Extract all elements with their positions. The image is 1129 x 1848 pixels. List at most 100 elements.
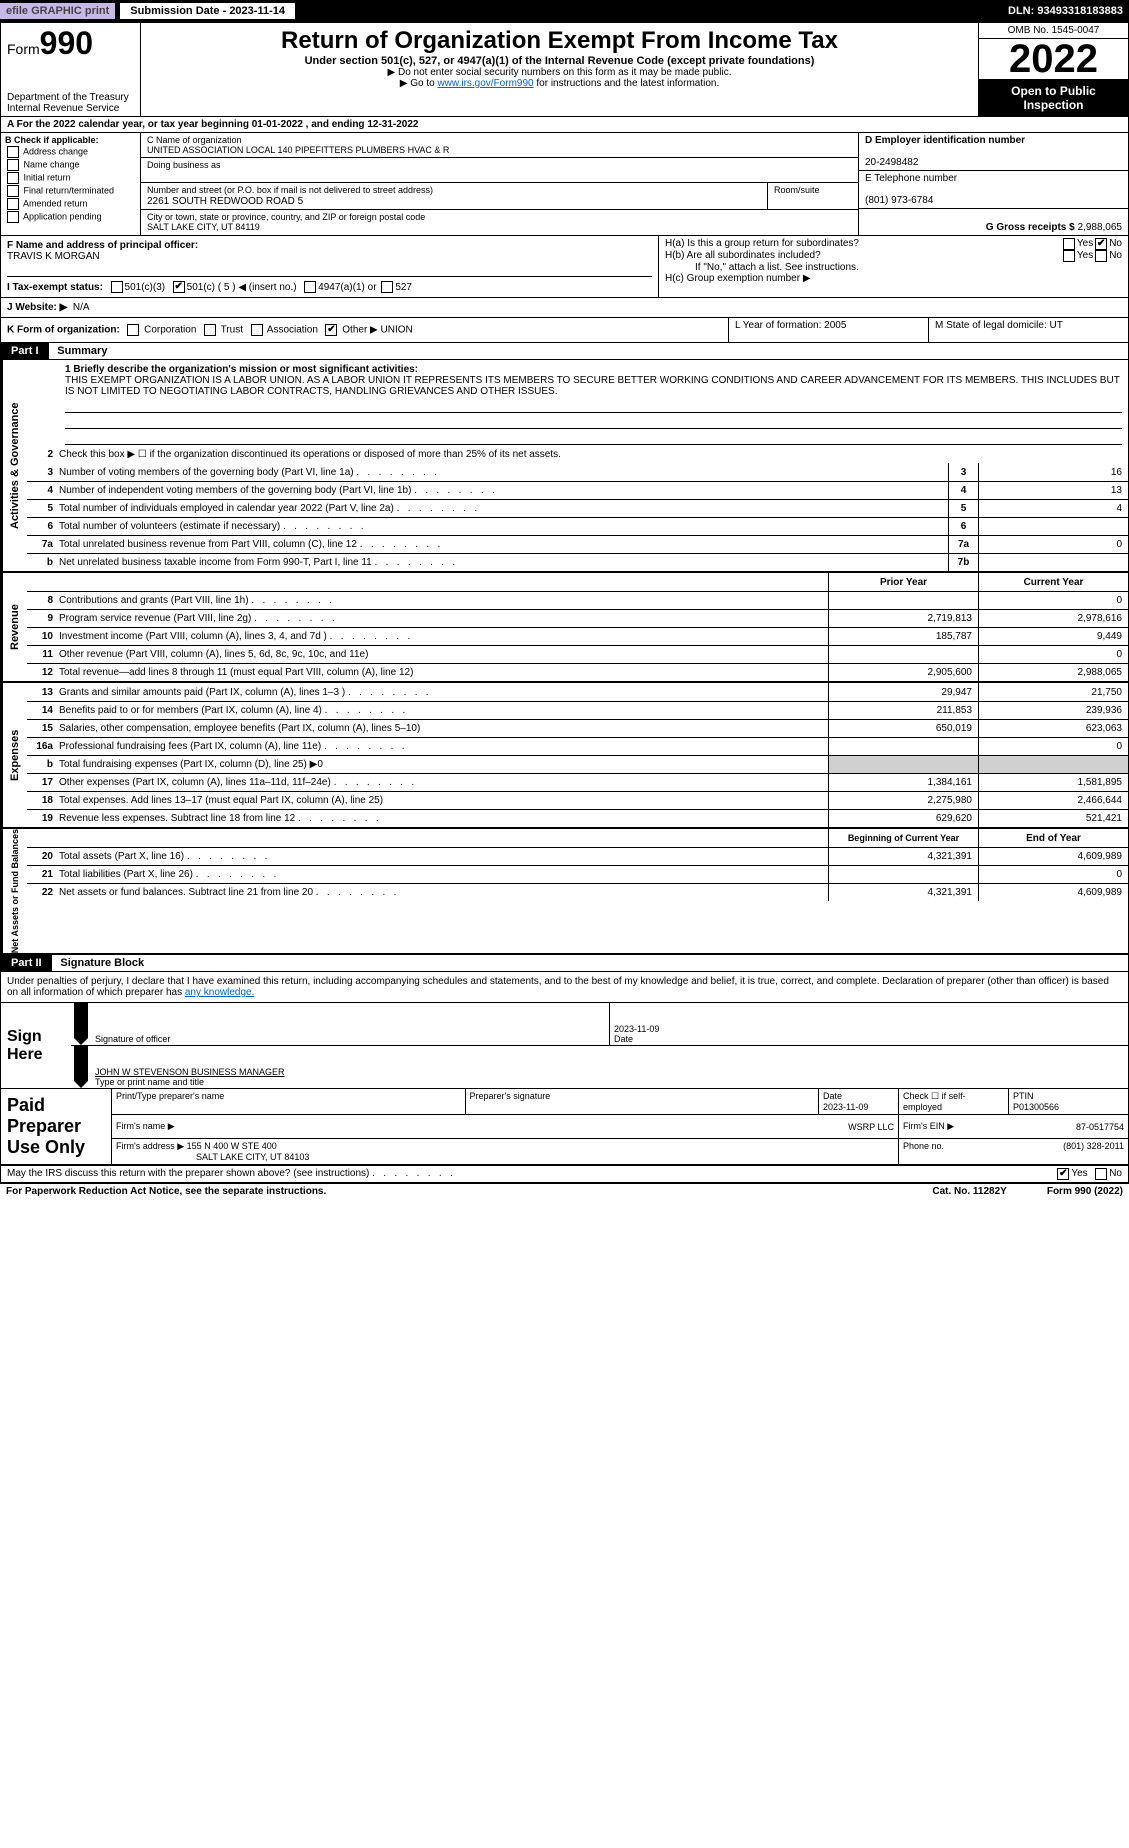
l12-desc: Total revenue—add lines 8 through 11 (mu… xyxy=(59,666,828,679)
opt-name: Name change xyxy=(24,159,80,169)
check-address[interactable]: Address change xyxy=(5,146,136,158)
opt-initial: Initial return xyxy=(24,172,71,182)
check-amended[interactable]: Amended return xyxy=(5,198,136,210)
check-name[interactable]: Name change xyxy=(5,159,136,171)
form-container: Form990 Department of the Treasury Inter… xyxy=(0,22,1129,1184)
l17-curr: 1,581,895 xyxy=(978,774,1128,791)
f-label: F Name and address of principal officer: xyxy=(7,240,198,251)
firm-addr-label: Firm's address ▶ xyxy=(116,1141,184,1151)
check-trust[interactable] xyxy=(204,324,216,336)
sig-text-link[interactable]: any knowledge. xyxy=(185,987,255,998)
mission-line1 xyxy=(65,399,1122,413)
ptin-label: PTIN xyxy=(1013,1091,1124,1101)
line-10: 10Investment income (Part VIII, column (… xyxy=(27,627,1128,645)
l11-curr: 0 xyxy=(978,646,1128,663)
l17-prior: 1,384,161 xyxy=(828,774,978,791)
k-year: L Year of formation: 2005 xyxy=(728,318,928,342)
check-assoc[interactable] xyxy=(251,324,263,336)
sig-officer-cell: Signature of officer xyxy=(91,1003,609,1045)
check-501c3[interactable] xyxy=(111,281,123,293)
check-corp[interactable] xyxy=(127,324,139,336)
street-cell: Number and street (or P.O. box if mail i… xyxy=(141,183,768,209)
l22-curr: 4,609,989 xyxy=(978,884,1128,901)
hb-no[interactable] xyxy=(1095,250,1107,262)
firm-phone-cell: Phone no. (801) 328-2011 xyxy=(898,1139,1128,1164)
line-12: 12Total revenue—add lines 8 through 11 (… xyxy=(27,663,1128,681)
row-i: I Tax-exempt status: 501(c)(3) 501(c) ( … xyxy=(7,276,652,293)
sign-block: Sign Here Signature of officer 2023-11-0… xyxy=(1,1003,1128,1089)
opt-pending: Application pending xyxy=(23,211,102,221)
ha-yes[interactable] xyxy=(1063,238,1075,250)
org-name: UNITED ASSOCIATION LOCAL 140 PIPEFITTERS… xyxy=(147,145,449,155)
check-501c[interactable] xyxy=(173,281,185,293)
k-form-org: K Form of organization: Corporation Trus… xyxy=(1,318,728,342)
l16b-desc: Total fundraising expenses (Part IX, col… xyxy=(59,758,828,771)
prep-ptin-cell: PTINP01300566 xyxy=(1008,1089,1128,1114)
sign-arrow-1 xyxy=(71,1003,91,1045)
part2-title: Signature Block xyxy=(54,957,144,969)
form-footer: Form 990 (2022) xyxy=(1047,1186,1123,1197)
check-pending[interactable]: Application pending xyxy=(5,211,136,223)
officer-name-cell: JOHN W STEVENSON BUSINESS MANAGER Type o… xyxy=(91,1046,1128,1088)
line-19: 19Revenue less expenses. Subtract line 1… xyxy=(27,809,1128,827)
l18-desc: Total expenses. Add lines 13–17 (must eq… xyxy=(59,794,828,807)
check-other[interactable] xyxy=(325,324,337,336)
prep-name-cell: Print/Type preparer's name xyxy=(112,1089,465,1114)
firm-ein-cell: Firm's EIN ▶ 87-0517754 xyxy=(898,1115,1128,1138)
ha-no[interactable] xyxy=(1095,238,1107,250)
cat-no: Cat. No. 11282Y xyxy=(932,1186,1006,1197)
firm-addr2: SALT LAKE CITY, UT 84103 xyxy=(116,1152,894,1162)
paperwork-note: For Paperwork Reduction Act Notice, see … xyxy=(6,1186,326,1197)
line-7b: bNet unrelated business taxable income f… xyxy=(27,553,1128,571)
l22-desc: Net assets or fund balances. Subtract li… xyxy=(59,886,828,899)
check-527[interactable] xyxy=(381,281,393,293)
check-initial[interactable]: Initial return xyxy=(5,172,136,184)
l15-prior: 650,019 xyxy=(828,720,978,737)
opt-other: Other ▶ xyxy=(342,325,377,336)
netassets-content: Beginning of Current YearEnd of Year 20T… xyxy=(27,829,1128,953)
row-k: K Form of organization: Corporation Trus… xyxy=(1,318,1128,343)
irs-link[interactable]: www.irs.gov/Form990 xyxy=(437,78,533,89)
firm-addr1: 155 N 400 W STE 400 xyxy=(187,1141,277,1151)
discuss-no[interactable] xyxy=(1095,1168,1107,1180)
l13-curr: 21,750 xyxy=(978,683,1128,701)
phone-label: E Telephone number xyxy=(865,173,957,184)
check-4947[interactable] xyxy=(304,281,316,293)
submission-date: Submission Date - 2023-11-14 xyxy=(119,2,296,20)
line-16b: bTotal fundraising expenses (Part IX, co… xyxy=(27,755,1128,773)
l21-prior xyxy=(828,866,978,883)
officer-name-val: JOHN W STEVENSON BUSINESS MANAGER xyxy=(95,1067,1124,1077)
discuss-yes[interactable] xyxy=(1057,1168,1069,1180)
l11-prior xyxy=(828,646,978,663)
sig-text-pre: Under penalties of perjury, I declare th… xyxy=(7,976,1109,998)
opt-assoc: Association xyxy=(267,325,318,336)
l7a-desc: Total unrelated business revenue from Pa… xyxy=(59,538,948,551)
mission-line3 xyxy=(65,431,1122,445)
l5-desc: Total number of individuals employed in … xyxy=(59,502,948,515)
opt-amended: Amended return xyxy=(23,198,88,208)
form-subtitle: Under section 501(c), 527, or 4947(a)(1)… xyxy=(145,55,974,67)
l13-prior: 29,947 xyxy=(828,683,978,701)
hb-yes[interactable] xyxy=(1063,250,1075,262)
header-center: Return of Organization Exempt From Incom… xyxy=(141,23,978,116)
l20-prior: 4,321,391 xyxy=(828,848,978,865)
opt-501c: 501(c) ( 5 ) ◀ (insert no.) xyxy=(187,282,297,293)
l9-desc: Program service revenue (Part VIII, line… xyxy=(59,612,828,625)
check-final[interactable]: Final return/terminated xyxy=(5,185,136,197)
head-begin: Beginning of Current Year xyxy=(828,829,978,847)
city-value: SALT LAKE CITY, UT 84119 xyxy=(147,222,260,232)
sig-officer-label: Signature of officer xyxy=(95,1034,605,1044)
l15-curr: 623,063 xyxy=(978,720,1128,737)
l16a-curr: 0 xyxy=(978,738,1128,755)
mission-text: THIS EXEMPT ORGANIZATION IS A LABOR UNIO… xyxy=(65,375,1120,397)
prep-row-3: Firm's address ▶ 155 N 400 W STE 400 SAL… xyxy=(112,1139,1128,1164)
city-label: City or town, state or province, country… xyxy=(147,212,425,222)
city-row: City or town, state or province, country… xyxy=(141,210,858,234)
prep-name-label: Print/Type preparer's name xyxy=(116,1091,461,1101)
note-ssn: ▶ Do not enter social security numbers o… xyxy=(145,67,974,78)
sign-arrow-2 xyxy=(71,1046,91,1088)
form-number: Form990 xyxy=(7,25,134,62)
l9-curr: 2,978,616 xyxy=(978,610,1128,627)
prep-date-val: 2023-11-09 xyxy=(823,1102,894,1112)
l12-prior: 2,905,600 xyxy=(828,664,978,681)
